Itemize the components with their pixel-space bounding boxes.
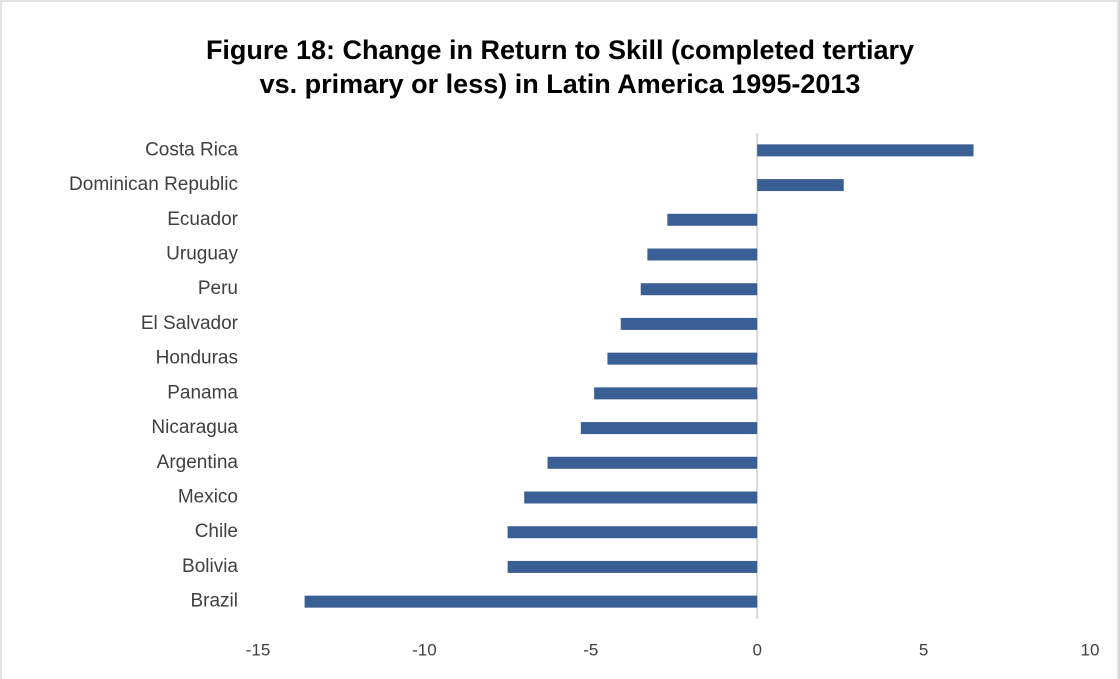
bar xyxy=(607,352,758,365)
y-tick-label: Dominican Republic xyxy=(69,174,238,195)
bar xyxy=(547,456,758,469)
x-tick-label: 10 xyxy=(1081,640,1100,659)
bar xyxy=(304,595,758,608)
bar xyxy=(620,317,758,330)
y-tick-label: Panama xyxy=(167,382,238,403)
bar xyxy=(580,422,758,435)
bar xyxy=(757,144,974,157)
y-tick-label: Mexico xyxy=(178,487,238,508)
bar xyxy=(507,560,758,573)
y-tick-label: El Salvador xyxy=(141,313,239,334)
y-tick-label: Honduras xyxy=(156,348,238,369)
y-tick-label: Chile xyxy=(195,521,238,542)
x-tick-label: 5 xyxy=(919,640,928,659)
bar xyxy=(667,213,758,226)
bar xyxy=(757,179,844,192)
bar xyxy=(594,387,758,400)
y-tick-label: Bolivia xyxy=(182,556,238,577)
y-tick-label: Peru xyxy=(198,278,238,299)
bar xyxy=(640,283,758,296)
chart-title: Figure 18: Change in Return to Skill (co… xyxy=(206,35,914,65)
x-tick-label: 0 xyxy=(752,640,761,659)
bar xyxy=(507,526,758,539)
x-tick-label: -15 xyxy=(246,640,271,659)
x-tick-label: -10 xyxy=(412,640,437,659)
y-tick-label: Uruguay xyxy=(166,244,238,265)
bar xyxy=(647,248,758,261)
chart-title: vs. primary or less) in Latin America 19… xyxy=(260,69,861,99)
bar xyxy=(524,491,758,504)
y-tick-label: Nicaragua xyxy=(151,417,238,438)
y-tick-label: Costa Rica xyxy=(145,139,238,160)
x-tick-label: -5 xyxy=(583,640,598,659)
y-tick-label: Brazil xyxy=(190,591,238,612)
y-tick-label: Ecuador xyxy=(167,209,238,230)
y-tick-label: Argentina xyxy=(157,452,239,473)
